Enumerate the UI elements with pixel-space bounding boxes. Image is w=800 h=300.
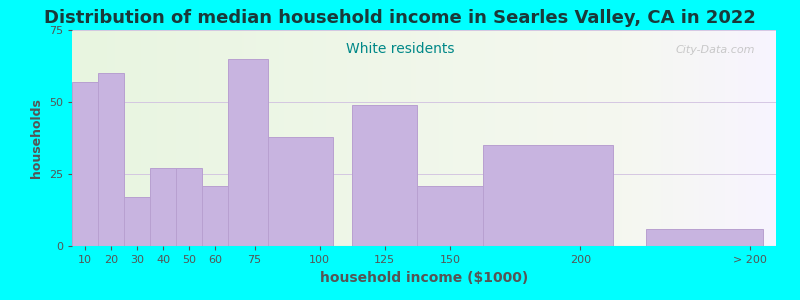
- Bar: [98, 73, 124, 246]
- Text: White residents: White residents: [346, 42, 454, 56]
- Bar: [150, 168, 176, 246]
- Y-axis label: households: households: [30, 98, 43, 178]
- Bar: [176, 168, 202, 246]
- Bar: [124, 197, 150, 246]
- Bar: [418, 185, 482, 246]
- Bar: [352, 105, 418, 246]
- Bar: [202, 185, 229, 246]
- Bar: [482, 145, 613, 246]
- X-axis label: household income ($1000): household income ($1000): [320, 271, 528, 285]
- Text: Distribution of median household income in Searles Valley, CA in 2022: Distribution of median household income …: [44, 9, 756, 27]
- Bar: [267, 136, 333, 246]
- Bar: [646, 229, 763, 246]
- Bar: [229, 59, 267, 246]
- Bar: [72, 82, 98, 246]
- Text: City-Data.com: City-Data.com: [675, 45, 755, 55]
